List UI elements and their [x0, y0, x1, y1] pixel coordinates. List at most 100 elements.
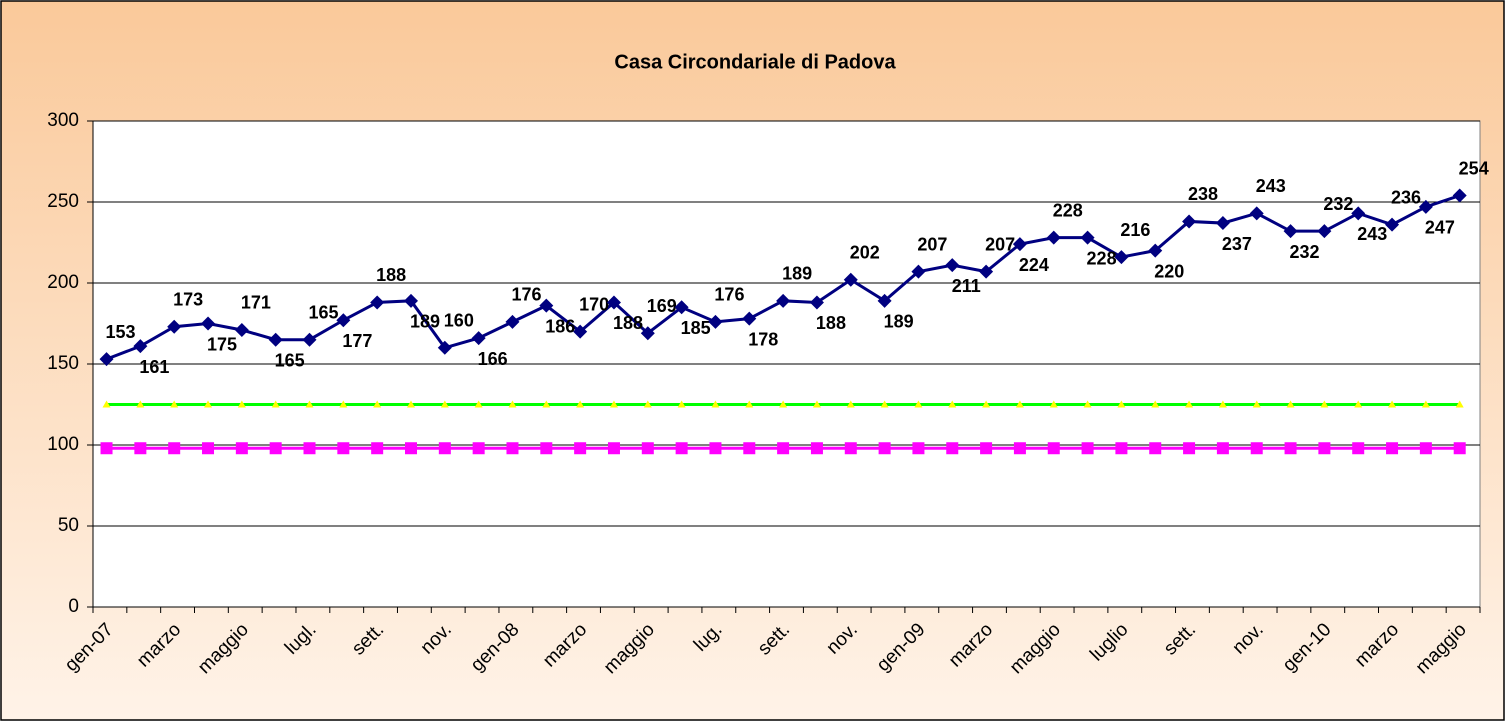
data-label: 171 [241, 293, 271, 313]
data-label: 178 [748, 329, 778, 349]
data-point [1046, 230, 1061, 245]
data-point [982, 400, 991, 408]
data-point [609, 400, 618, 408]
data-label: 165 [275, 350, 305, 370]
data-label: 207 [917, 234, 947, 254]
data-point [201, 316, 216, 331]
y-tick-label: 300 [47, 110, 79, 131]
data-point [404, 442, 417, 455]
data-label: 173 [173, 289, 203, 309]
data-point [134, 442, 147, 455]
data-label: 161 [139, 357, 169, 377]
data-point [1352, 442, 1365, 455]
data-point [809, 295, 824, 310]
data-point [506, 442, 519, 455]
data-point [1320, 400, 1329, 408]
data-point [336, 313, 351, 328]
y-tick-label: 0 [68, 596, 79, 617]
data-point [777, 442, 790, 455]
data-point [1081, 442, 1094, 455]
data-label: 207 [985, 234, 1015, 254]
data-point [843, 272, 858, 287]
data-label: 224 [1019, 255, 1049, 275]
data-point [1149, 442, 1162, 455]
data-label: 228 [1053, 200, 1083, 220]
data-label: 175 [207, 334, 237, 354]
data-label: 254 [1459, 158, 1489, 178]
y-tick-label: 200 [47, 272, 79, 293]
data-point [1351, 206, 1366, 221]
data-point [1216, 442, 1229, 455]
data-label: 216 [1120, 220, 1150, 240]
data-label: 166 [478, 349, 508, 369]
data-point [1013, 442, 1026, 455]
data-point [877, 293, 892, 308]
data-point [170, 400, 179, 408]
data-point [711, 400, 720, 408]
data-point [403, 293, 418, 308]
data-label: 189 [782, 264, 812, 284]
data-label: 237 [1222, 234, 1252, 254]
data-point [745, 400, 754, 408]
data-label: 211 [952, 276, 981, 296]
data-point [1047, 442, 1060, 455]
data-label: 238 [1188, 184, 1218, 204]
data-label: 220 [1154, 261, 1184, 281]
data-point [880, 400, 889, 408]
data-point [1080, 230, 1095, 245]
data-point [576, 400, 585, 408]
data-point [337, 442, 350, 455]
y-tick-label: 50 [58, 515, 79, 536]
data-point [1354, 400, 1363, 408]
data-point [1249, 206, 1264, 221]
data-point [373, 400, 382, 408]
data-point [99, 352, 114, 367]
data-point [914, 400, 923, 408]
data-label: 177 [342, 331, 372, 351]
data-point [1012, 237, 1027, 252]
data-point [1284, 442, 1297, 455]
data-label: 188 [816, 313, 846, 333]
data-point [102, 400, 111, 408]
data-label: 176 [714, 285, 744, 305]
data-point [237, 400, 246, 408]
data-label: 170 [579, 294, 609, 314]
y-tick-label: 150 [47, 353, 79, 374]
data-point [305, 400, 314, 408]
data-point [100, 442, 113, 455]
data-point [438, 442, 451, 455]
data-point [1215, 216, 1230, 231]
data-point [1421, 400, 1430, 408]
data-point [1452, 188, 1467, 203]
data-point [1115, 442, 1128, 455]
data-point [406, 400, 415, 408]
data-point [708, 314, 723, 329]
data-point [136, 400, 145, 408]
data-point [1455, 400, 1464, 408]
data-label: 186 [545, 316, 575, 336]
data-point [1317, 224, 1332, 239]
chart-title: Casa Circondariale di Padova [614, 51, 896, 73]
data-label: 160 [444, 311, 474, 331]
data-label: 232 [1290, 242, 1320, 262]
data-point [677, 400, 686, 408]
data-point [606, 295, 621, 310]
data-point [846, 400, 855, 408]
data-point [202, 442, 215, 455]
data-point [574, 442, 587, 455]
data-point [776, 293, 791, 308]
data-point [168, 442, 181, 455]
data-point [607, 442, 620, 455]
data-point [268, 332, 283, 347]
data-point [474, 400, 483, 408]
data-point [1182, 214, 1197, 229]
data-point [370, 295, 385, 310]
data-point [1151, 400, 1160, 408]
data-label: 247 [1425, 218, 1455, 238]
data-point [1453, 442, 1466, 455]
data-point [1183, 442, 1196, 455]
data-point [371, 442, 384, 455]
data-label: 188 [613, 313, 643, 333]
data-point [133, 339, 148, 354]
